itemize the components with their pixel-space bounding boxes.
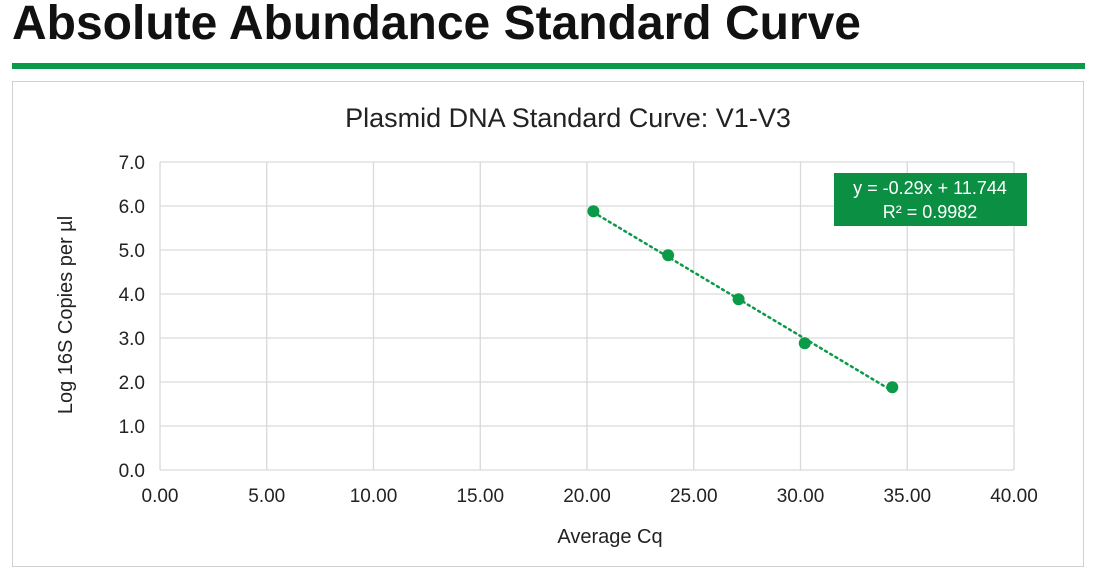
y-tick-label: 3.0: [119, 329, 145, 350]
data-point: [798, 337, 811, 350]
y-tick-label: 5.0: [119, 241, 145, 262]
y-tick-label: 1.0: [119, 417, 145, 438]
trendline-r-squared: R² = 0.9982: [883, 202, 978, 222]
x-tick-label: 35.00: [883, 486, 931, 507]
x-tick-label: 20.00: [563, 486, 611, 507]
data-points: [587, 205, 899, 394]
trendline-equation: y = -0.29x + 11.744: [853, 178, 1007, 198]
title-divider: [12, 63, 1085, 69]
data-point: [662, 249, 675, 262]
data-point: [732, 293, 745, 306]
x-tick-label: 15.00: [456, 486, 504, 507]
chart-title: Plasmid DNA Standard Curve: V1-V3: [345, 103, 791, 133]
x-tick-label: 5.00: [248, 486, 285, 507]
x-tick-label: 0.00: [142, 486, 179, 507]
y-tick-label: 4.0: [119, 285, 145, 306]
data-point: [587, 205, 600, 218]
trendline-equation-label: y = -0.29x + 11.744 R² = 0.9982: [834, 173, 1027, 226]
y-tick-label: 0.0: [119, 461, 145, 482]
y-axis-ticks: 0.0 1.0 2.0 3.0 4.0 5.0 6.0 7.0: [119, 153, 145, 482]
y-tick-label: 2.0: [119, 373, 145, 394]
x-tick-label: 40.00: [990, 486, 1038, 507]
y-tick-label: 7.0: [119, 153, 145, 174]
data-point: [886, 381, 899, 394]
x-tick-label: 30.00: [777, 486, 825, 507]
y-tick-label: 6.0: [119, 197, 145, 218]
y-axis-label: Log 16S Copies per µl: [55, 216, 77, 414]
x-axis-ticks: 0.00 5.00 10.00 15.00 20.00 25.00 30.00 35.00 40…: [142, 486, 1038, 507]
x-tick-label: 10.00: [350, 486, 398, 507]
slide-title: Absolute Abundance Standard Curve: [12, 0, 861, 50]
x-tick-label: 25.00: [670, 486, 718, 507]
x-axis-label: Average Cq: [557, 526, 662, 548]
